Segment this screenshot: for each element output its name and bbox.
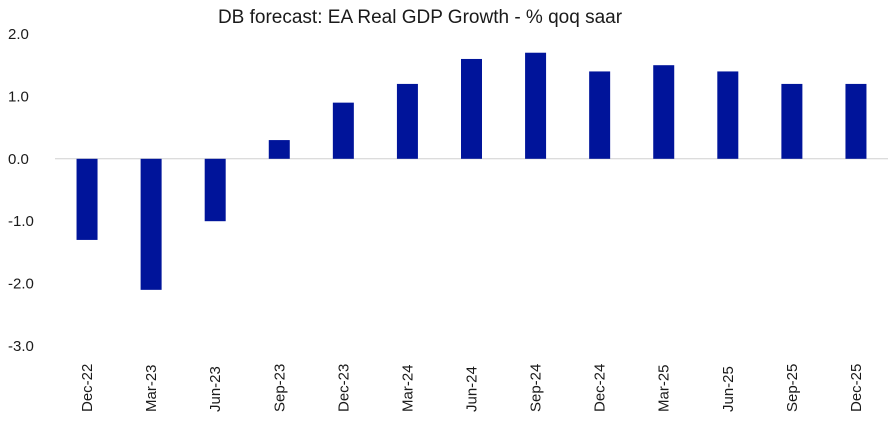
- bar: [396, 83, 418, 159]
- y-tick-label: 0.0: [8, 151, 29, 168]
- bar: [589, 71, 611, 159]
- x-axis-labels: Dec-22 Mar-23 Jun-23 Sep-23 Dec-23 Mar-24 Jun-…: [79, 364, 865, 412]
- x-category-label: Mar-25: [656, 364, 673, 412]
- bar: [525, 52, 547, 159]
- x-category-label: Sep-23: [271, 364, 288, 412]
- y-tick-label: -3.0: [8, 338, 34, 355]
- y-tick-label: -2.0: [8, 276, 34, 293]
- y-tick-label: 2.0: [8, 26, 29, 43]
- y-tick-label: 1.0: [8, 88, 29, 105]
- bar: [653, 65, 675, 159]
- x-category-label: Sep-24: [528, 364, 545, 412]
- x-category-label: Sep-25: [784, 364, 801, 412]
- bar-series: [76, 52, 867, 290]
- x-category-label: Jun-25: [720, 366, 737, 412]
- bar: [332, 102, 354, 159]
- x-category-label: Dec-22: [79, 364, 96, 412]
- y-tick-label: -1.0: [8, 213, 34, 230]
- bar: [140, 158, 162, 290]
- bar: [717, 71, 739, 159]
- x-category-label: Dec-23: [335, 364, 352, 412]
- x-category-label: Dec-24: [592, 364, 609, 412]
- x-category-label: Dec-25: [848, 364, 865, 412]
- bar: [268, 140, 290, 159]
- bar: [781, 83, 803, 159]
- chart-title: DB forecast: EA Real GDP Growth - % qoq …: [218, 7, 623, 28]
- bar: [461, 58, 482, 159]
- x-category-label: Jun-23: [207, 366, 224, 412]
- x-category-label: Jun-24: [464, 366, 481, 412]
- x-category-label: Mar-24: [399, 364, 416, 412]
- bar: [204, 158, 226, 222]
- y-axis-ticks: 2.0 1.0 0.0 -1.0 -2.0 -3.0: [8, 26, 34, 355]
- bar: [845, 83, 867, 159]
- x-category-label: Mar-23: [143, 364, 160, 412]
- bar: [76, 158, 98, 240]
